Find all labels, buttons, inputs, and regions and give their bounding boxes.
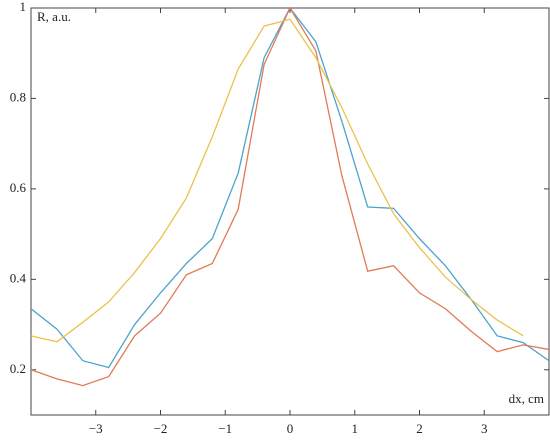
y-tick-label: 0.4 xyxy=(10,270,27,285)
x-tick-label: 3 xyxy=(481,421,488,436)
x-tick-label: 2 xyxy=(416,421,423,436)
x-tick-label: −3 xyxy=(89,421,103,436)
x-tick-label: 0 xyxy=(287,421,294,436)
data-line xyxy=(30,18,524,343)
data-line xyxy=(30,6,550,369)
x-tick-label: −1 xyxy=(218,421,232,436)
plot-frame xyxy=(30,7,550,416)
y-tick-label: 0.6 xyxy=(10,180,27,195)
x-tick-label: −2 xyxy=(154,421,168,436)
y-axis-label: R, a.u. xyxy=(37,9,71,24)
x-tick-label: 1 xyxy=(352,421,359,436)
y-tick-label: 0.2 xyxy=(10,361,26,376)
y-tick-label: 0.8 xyxy=(10,89,26,104)
y-tick-label: 1 xyxy=(20,0,27,14)
x-axis-label: dx, cm xyxy=(509,391,544,406)
data-line xyxy=(30,6,550,387)
